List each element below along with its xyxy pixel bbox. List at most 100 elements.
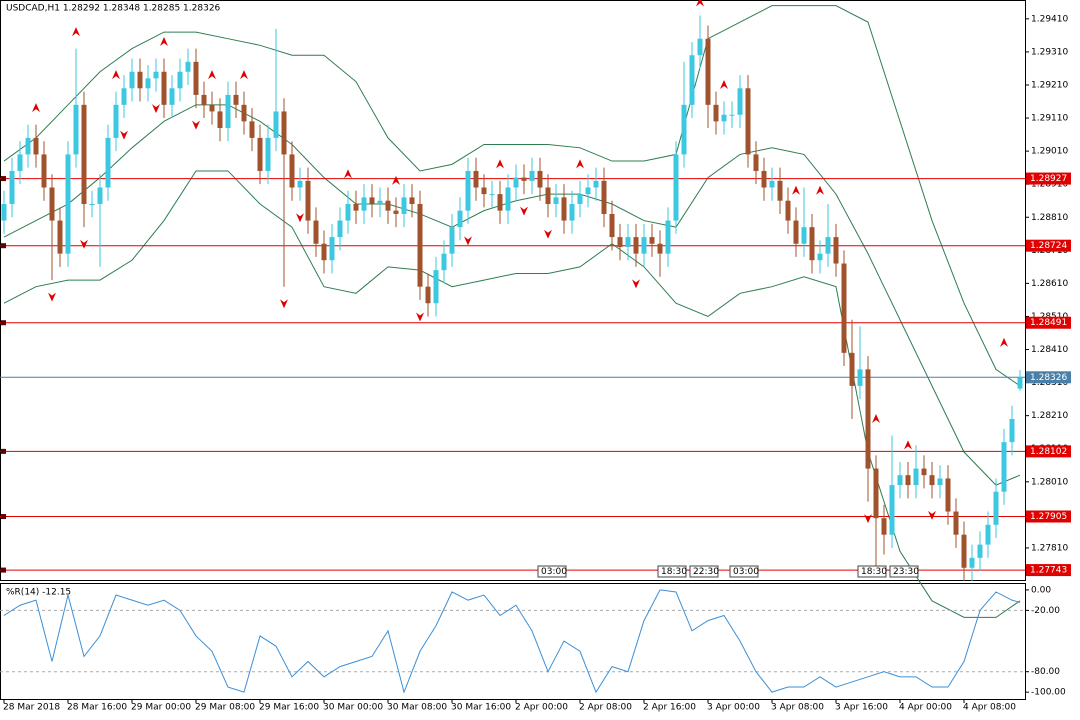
- candle-body: [585, 187, 591, 195]
- candle-body: [201, 94, 207, 105]
- candle-body: [689, 55, 695, 105]
- candle-body: [985, 524, 991, 545]
- candles: [1, 15, 1023, 581]
- fractal-up: [392, 175, 400, 185]
- x-tick-label: 2 Apr 00:00: [515, 703, 568, 713]
- event-label: 03:00: [541, 567, 567, 577]
- candle-body: [209, 104, 215, 112]
- candle-body: [401, 197, 407, 214]
- level-box: [1026, 172, 1071, 185]
- candle-body: [633, 237, 639, 254]
- candle-body: [617, 237, 623, 248]
- fractal-up: [904, 440, 912, 450]
- candle-body: [809, 227, 815, 261]
- candle-body: [393, 210, 399, 214]
- candle-body: [825, 237, 831, 254]
- x-tick-label: 30 Mar 16:00: [451, 703, 511, 713]
- candle-body: [417, 204, 423, 287]
- fractal-up: [112, 70, 120, 80]
- level-box: [1026, 316, 1071, 329]
- level-box: [1026, 564, 1071, 577]
- candle-body: [625, 237, 631, 248]
- fractal-down: [864, 514, 872, 524]
- candle-body: [97, 187, 103, 205]
- fractal-down: [544, 229, 552, 239]
- candle-body: [177, 71, 183, 89]
- event-label: 23:30: [893, 567, 919, 577]
- candle-body: [297, 180, 303, 188]
- candle-body: [361, 197, 367, 211]
- candle-body: [73, 104, 79, 155]
- fractal-down: [296, 213, 304, 223]
- candle-body: [1, 204, 7, 221]
- candle-body: [753, 154, 759, 171]
- candle-body: [761, 170, 767, 188]
- x-tick-label: 2 Apr 08:00: [579, 703, 632, 713]
- candle-body: [521, 177, 527, 181]
- candle-body: [561, 197, 567, 221]
- candle-body: [225, 94, 231, 128]
- fractal-up: [792, 185, 800, 195]
- candle-body: [385, 200, 391, 211]
- chart-title: USDCAD,H1 1.28292 1.28348 1.28285 1.2832…: [6, 4, 221, 14]
- fractal-down: [416, 312, 424, 322]
- level-label: 1.28724: [1030, 241, 1067, 251]
- candle-body: [65, 154, 71, 254]
- fractal-up: [696, 0, 704, 7]
- level-label: 1.28491: [1030, 318, 1067, 328]
- y-tick-label: -20.00: [1031, 606, 1060, 616]
- x-tick-label: 3 Apr 16:00: [835, 703, 888, 713]
- level-marker: [1, 567, 6, 573]
- candle-body: [849, 352, 855, 386]
- fractal-up: [872, 413, 880, 423]
- level-label: 1.27905: [1030, 512, 1067, 522]
- level-marker: [1, 514, 6, 520]
- candle-body: [913, 468, 919, 486]
- candle-body: [185, 61, 191, 72]
- fractal-up: [576, 159, 584, 169]
- candle-body: [441, 253, 447, 271]
- candle-body: [713, 104, 719, 122]
- candle-body: [921, 468, 927, 476]
- event-label: 18:30: [861, 567, 887, 577]
- y-tick-label: 1.29010: [1031, 147, 1068, 157]
- candle-body: [1017, 377, 1023, 389]
- y-tick-label: -100.00: [1031, 688, 1066, 698]
- x-tick-label: 30 Mar 00:00: [323, 703, 383, 713]
- candle-body: [593, 180, 599, 188]
- candle-body: [545, 187, 551, 205]
- candle-body: [193, 61, 199, 95]
- x-tick-label: 3 Apr 08:00: [771, 703, 824, 713]
- level-marker: [1, 176, 6, 182]
- candle-body: [729, 114, 735, 116]
- fractal-down: [152, 104, 160, 114]
- candle-body: [857, 369, 863, 386]
- y-tick-label: 1.28610: [1031, 279, 1068, 289]
- y-tick-label: 1.29110: [1031, 114, 1068, 124]
- candle-body: [281, 111, 287, 155]
- candle-body: [41, 154, 47, 188]
- x-tick-label: 28 Mar 16:00: [67, 703, 127, 713]
- candle-body: [121, 88, 127, 105]
- candle-body: [641, 237, 647, 254]
- candle-body: [49, 187, 55, 221]
- fractal-down: [520, 206, 528, 216]
- candle-body: [513, 177, 519, 188]
- candle-body: [449, 227, 455, 254]
- y-tick-label: 1.29210: [1031, 80, 1068, 90]
- y-tick-label: 0.00: [1031, 585, 1051, 595]
- price-box: [1026, 371, 1071, 384]
- candle-body: [577, 194, 583, 205]
- candle-body: [425, 286, 431, 304]
- candle-body: [273, 111, 279, 138]
- candle-body: [649, 237, 655, 244]
- candle-body: [265, 137, 271, 171]
- candle-body: [817, 253, 823, 261]
- candle-body: [665, 220, 671, 254]
- candle-body: [801, 227, 807, 244]
- candle-body: [889, 485, 895, 535]
- candle-body: [153, 71, 159, 79]
- candle-body: [489, 194, 495, 196]
